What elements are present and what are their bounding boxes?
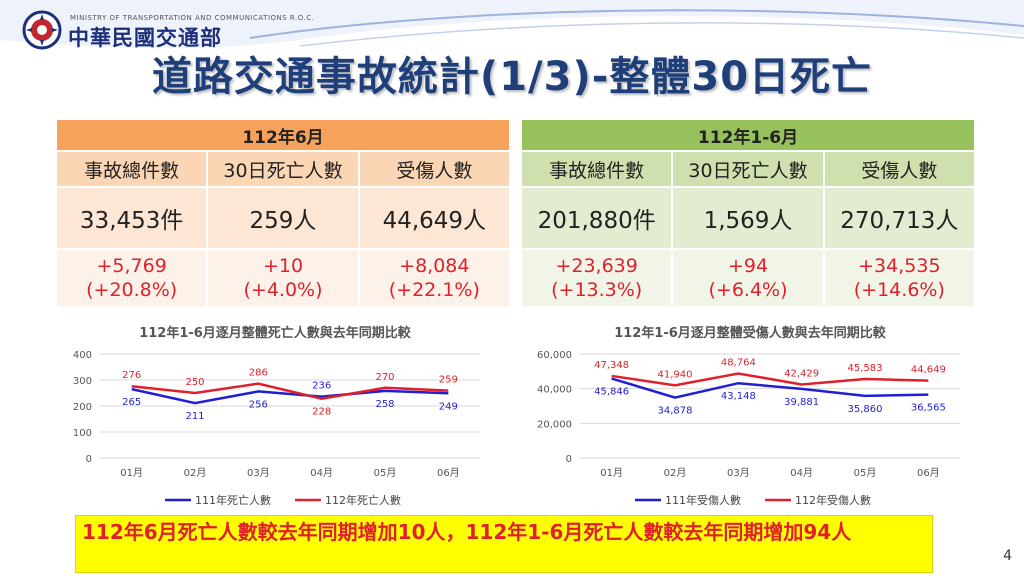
data-label: 228 — [312, 407, 331, 418]
data-label: 36,565 — [911, 403, 946, 414]
stat-value: 1,569人 — [671, 186, 825, 250]
column-header: 30日死亡人數 — [206, 150, 360, 188]
x-tick-label: 02月 — [664, 467, 687, 479]
chart-title-deaths: 112年1-6月逐月整體死亡人數與去年同期比較 — [139, 326, 411, 341]
y-tick-label: 40,000 — [537, 385, 572, 396]
injuries-line-chart: 0 20,000 40,000 60,000 01月 02月 03月 04月 05月 06月 45,… — [537, 350, 960, 507]
legend-label: 112年死亡人數 — [325, 493, 401, 507]
stat-value: 259人 — [206, 186, 360, 250]
series-line-1 — [131, 382, 449, 400]
data-label: 39,881 — [784, 397, 819, 408]
data-label: 42,429 — [784, 368, 819, 379]
stat-change: +8,084 (+22.1%) — [357, 248, 512, 308]
x-tick-label: 04月 — [310, 467, 333, 479]
data-label: 41,940 — [658, 369, 693, 380]
series-line-0 — [611, 377, 929, 399]
stat-value: 33,453件 — [54, 186, 209, 250]
data-label: 236 — [312, 381, 331, 392]
stats-table-june: 112年6月 事故總件數 30日死亡人數 受傷人數 33,453件 259人 4… — [54, 118, 512, 308]
change-abs: +23,639 — [555, 255, 638, 277]
change-pct: (+22.1%) — [388, 279, 480, 301]
y-tick-label: 200 — [73, 402, 92, 413]
x-tick-label: 04月 — [790, 467, 813, 479]
data-label: 48,764 — [721, 357, 756, 368]
legend-label: 112年受傷人數 — [795, 493, 871, 507]
y-tick-label: 60,000 — [537, 350, 572, 361]
y-tick-label: 0 — [86, 454, 92, 465]
x-tick-label: 02月 — [184, 467, 207, 479]
stats-table-ytd: 112年1-6月 事故總件數 30日死亡人數 受傷人數 201,880件 1,5… — [519, 118, 977, 308]
column-header: 事故總件數 — [54, 150, 209, 188]
x-tick-label: 05月 — [854, 467, 877, 479]
header-swoosh — [0, 0, 1024, 49]
change-pct: (+14.6%) — [853, 279, 945, 301]
data-label: 276 — [122, 370, 141, 381]
change-pct: (+6.4%) — [708, 279, 788, 301]
stat-value: 201,880件 — [519, 186, 674, 250]
data-label: 249 — [439, 401, 458, 412]
data-label: 35,860 — [848, 404, 883, 415]
data-label: 258 — [375, 399, 394, 410]
x-tick-label: 01月 — [120, 467, 143, 479]
ministry-logo — [22, 10, 62, 50]
stat-change: +94 (+6.4%) — [671, 248, 825, 308]
stat-change: +10 (+4.0%) — [206, 248, 360, 308]
stat-value: 44,649人 — [357, 186, 512, 250]
change-abs: +5,769 — [96, 255, 167, 277]
data-label: 265 — [122, 397, 141, 408]
column-header: 受傷人數 — [822, 150, 977, 188]
x-tick-label: 01月 — [600, 467, 623, 479]
data-label: 45,846 — [594, 387, 629, 398]
column-header: 受傷人數 — [357, 150, 512, 188]
data-label: 256 — [249, 399, 268, 410]
change-abs: +34,535 — [858, 255, 941, 277]
y-tick-label: 0 — [566, 454, 572, 465]
chart-title-injuries: 112年1-6月逐月整體受傷人數與去年同期比較 — [614, 326, 886, 341]
page-title: 道路交通事故統計(1/3)-整體30日死亡 — [151, 54, 873, 100]
ministry-name-zh: 中華民國交通部 — [68, 25, 222, 50]
data-label: 259 — [439, 375, 458, 386]
change-abs: +10 — [262, 255, 304, 277]
change-abs: +8,084 — [399, 255, 470, 277]
x-tick-label: 03月 — [247, 467, 270, 479]
series-line-0 — [131, 387, 449, 405]
change-pct: (+20.8%) — [86, 279, 178, 301]
y-tick-label: 20,000 — [537, 419, 572, 430]
x-tick-label: 06月 — [917, 467, 940, 479]
stat-change: +23,639 (+13.3%) — [519, 248, 674, 308]
stat-change: +5,769 (+20.8%) — [54, 248, 209, 308]
data-label: 250 — [185, 377, 204, 388]
data-label: 286 — [249, 368, 268, 379]
summary-note: 112年6月死亡人數較去年同期增加10人，112年1-6月死亡人數較去年同期增加… — [75, 515, 933, 573]
column-header: 事故總件數 — [519, 150, 674, 188]
data-label: 34,878 — [658, 406, 693, 417]
period-header: 112年6月 — [55, 118, 511, 152]
data-label: 45,583 — [848, 363, 883, 374]
change-pct: (+13.3%) — [551, 279, 643, 301]
legend-label: 111年死亡人數 — [195, 493, 271, 507]
data-label: 47,348 — [594, 360, 629, 371]
column-header: 30日死亡人數 — [671, 150, 825, 188]
data-label: 270 — [375, 372, 394, 383]
stat-value: 270,713人 — [822, 186, 977, 250]
data-label: 211 — [185, 411, 204, 422]
ministry-name-en: MINISTRY OF TRANSPORTATION AND COMMUNICA… — [70, 14, 315, 22]
page-number: 4 — [1003, 548, 1012, 564]
deaths-line-chart: 0 100 200 300 400 01月 02月 03月 04月 05月 06月 265 211 256… — [73, 350, 480, 507]
change-abs: +94 — [727, 255, 769, 277]
data-label: 44,649 — [911, 365, 946, 376]
x-tick-label: 06月 — [437, 467, 460, 479]
stat-change: +34,535 (+14.6%) — [822, 248, 977, 308]
y-tick-label: 300 — [73, 376, 92, 387]
x-tick-label: 03月 — [727, 467, 750, 479]
x-tick-label: 05月 — [374, 467, 397, 479]
legend-label: 111年受傷人數 — [665, 493, 741, 507]
series-line-1 — [611, 372, 929, 387]
y-tick-label: 100 — [73, 428, 92, 439]
data-label: 43,148 — [721, 391, 756, 402]
change-pct: (+4.0%) — [243, 279, 323, 301]
y-tick-label: 400 — [73, 350, 92, 361]
period-header: 112年1-6月 — [520, 118, 976, 152]
